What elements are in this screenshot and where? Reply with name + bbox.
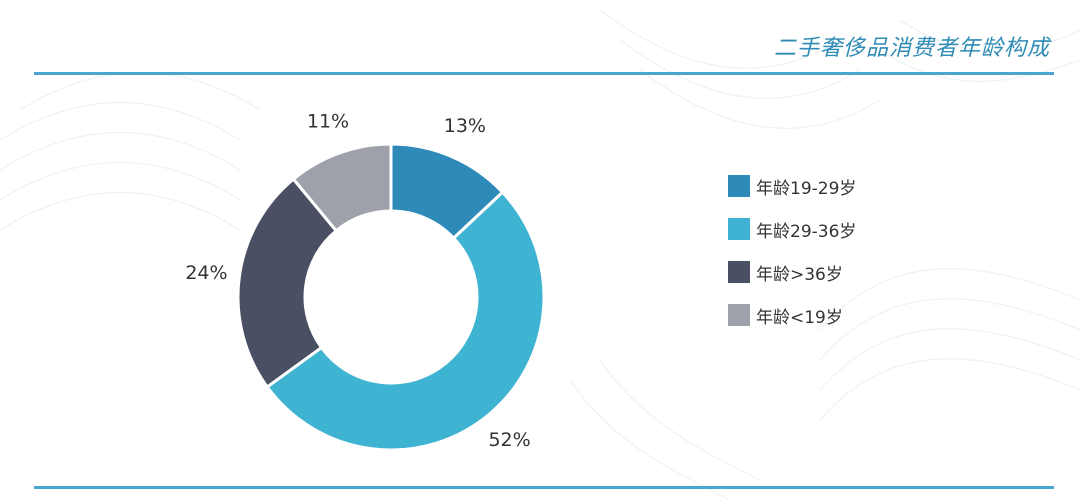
legend-swatch (728, 261, 750, 283)
slice-label: 52% (488, 429, 530, 451)
donut-slice (291, 142, 393, 233)
legend-swatch (728, 304, 750, 326)
legend-swatch (728, 218, 750, 240)
legend-item: 年龄19-29岁 (728, 174, 857, 199)
legend-label: 年龄19-29岁 (756, 178, 857, 199)
legend-item: 年龄29-36岁 (728, 217, 857, 242)
donut-slice (265, 190, 546, 452)
legend-item: 年龄<19岁 (728, 303, 856, 328)
legend-item: 年龄>36岁 (728, 260, 856, 285)
slice-label: 11% (307, 110, 349, 132)
header-divider (34, 72, 1054, 75)
legend-swatch (728, 175, 750, 197)
footer-divider (34, 486, 1054, 489)
legend-label: 年龄29-36岁 (756, 221, 857, 242)
page-title: 二手奢侈品消费者年龄构成 (773, 36, 1050, 61)
legend-label: 年龄>36岁 (756, 264, 843, 285)
slice-label: 13% (444, 115, 486, 137)
donut-slice (236, 176, 339, 390)
slice-label: 24% (185, 262, 227, 284)
chart-legend: 年龄19-29岁 年龄29-36岁 年龄>36岁 年龄<19岁 (728, 174, 856, 346)
legend-label: 年龄<19岁 (756, 307, 843, 328)
